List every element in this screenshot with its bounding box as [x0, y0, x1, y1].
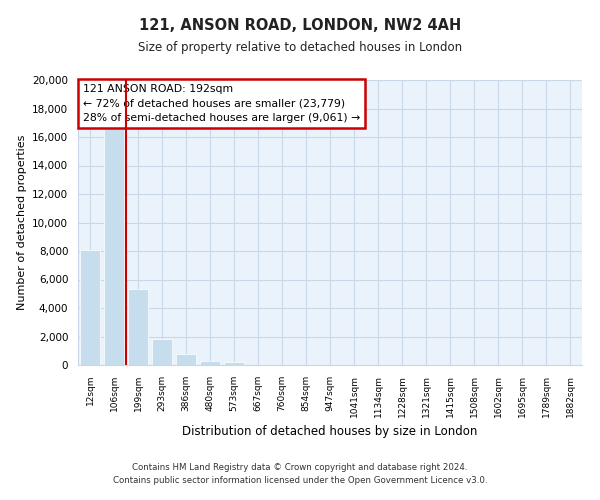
- Text: Size of property relative to detached houses in London: Size of property relative to detached ho…: [138, 41, 462, 54]
- Bar: [80, 250, 100, 365]
- Text: Contains HM Land Registry data © Crown copyright and database right 2024.: Contains HM Land Registry data © Crown c…: [132, 464, 468, 472]
- Bar: [200, 360, 220, 365]
- X-axis label: Distribution of detached houses by size in London: Distribution of detached houses by size …: [182, 425, 478, 438]
- Text: 121, ANSON ROAD, LONDON, NW2 4AH: 121, ANSON ROAD, LONDON, NW2 4AH: [139, 18, 461, 32]
- Bar: [224, 362, 244, 365]
- Bar: [176, 354, 196, 365]
- Text: Contains public sector information licensed under the Open Government Licence v3: Contains public sector information licen…: [113, 476, 487, 485]
- Text: 121 ANSON ROAD: 192sqm
← 72% of detached houses are smaller (23,779)
28% of semi: 121 ANSON ROAD: 192sqm ← 72% of detached…: [83, 84, 360, 123]
- Bar: [104, 128, 124, 365]
- Bar: [152, 340, 172, 365]
- Y-axis label: Number of detached properties: Number of detached properties: [17, 135, 26, 310]
- Bar: [128, 290, 148, 365]
